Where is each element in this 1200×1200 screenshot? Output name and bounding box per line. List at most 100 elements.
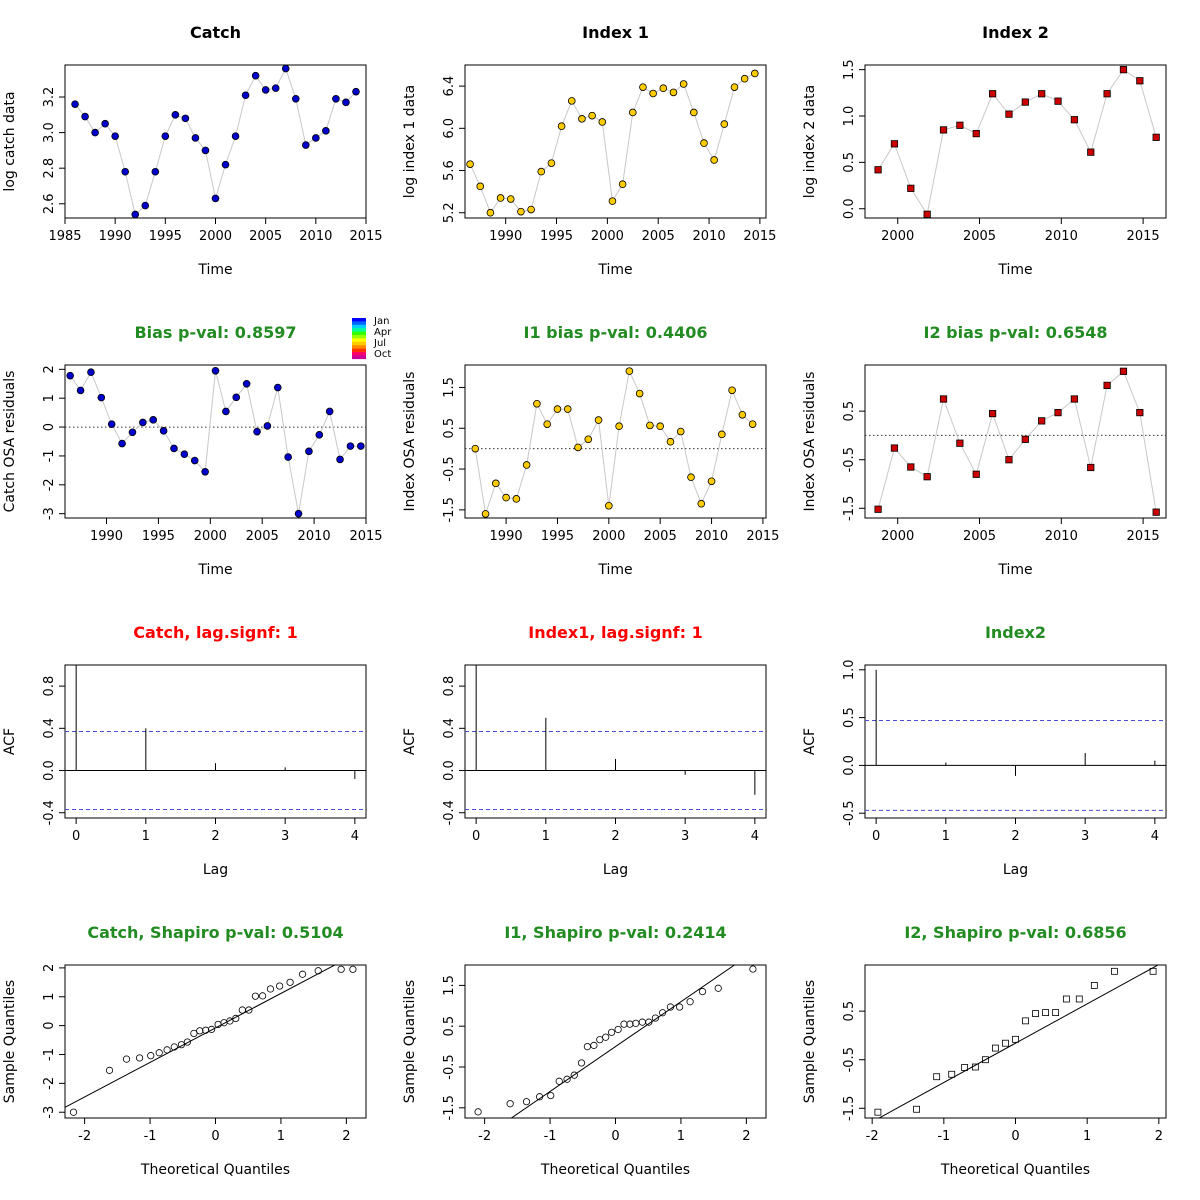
data-point bbox=[1119, 367, 1128, 375]
data-point bbox=[1119, 66, 1128, 74]
y-axis-label: Sample Quantiles bbox=[402, 980, 418, 1103]
data-point bbox=[118, 439, 126, 448]
y-tick-label: -1 bbox=[42, 1048, 57, 1061]
data-point bbox=[201, 468, 209, 476]
data-point bbox=[1136, 77, 1144, 85]
data-point bbox=[676, 427, 685, 436]
data-point bbox=[522, 461, 531, 469]
data-point bbox=[357, 442, 365, 450]
data-point bbox=[281, 65, 290, 73]
y-tick-label: 2 bbox=[42, 964, 57, 972]
data-point bbox=[261, 86, 270, 94]
y-axis-label: log index 2 data bbox=[802, 85, 818, 198]
data-point bbox=[517, 207, 525, 216]
data-point bbox=[332, 95, 340, 103]
plot-area bbox=[65, 665, 366, 811]
data-point bbox=[748, 420, 757, 428]
data-point bbox=[527, 205, 535, 214]
y-tick-label: 5.6 bbox=[442, 160, 457, 181]
qq-point bbox=[620, 1020, 628, 1028]
data-point bbox=[608, 197, 617, 205]
data-point bbox=[1152, 133, 1160, 141]
data-point bbox=[291, 95, 300, 103]
x-tick-label: 2000 bbox=[591, 229, 624, 244]
panel-8: Index1, lag.signf: 1 0 1 2 3 4 -0.4 0.0 0.4 0.8 La… bbox=[402, 623, 767, 878]
data-point bbox=[191, 134, 200, 142]
data-point bbox=[679, 80, 688, 88]
qq-point bbox=[714, 984, 722, 992]
y-tick-label: -1 bbox=[42, 449, 57, 462]
x-tick-label: 2005 bbox=[644, 529, 677, 544]
y-tick-label: 6.4 bbox=[442, 76, 457, 97]
x-tick-label: 2015 bbox=[1127, 229, 1160, 244]
data-point bbox=[139, 418, 147, 427]
x-tick-label: 2010 bbox=[298, 529, 331, 544]
y-axis-label: ACF bbox=[402, 728, 418, 755]
qq-point bbox=[563, 1075, 571, 1083]
x-tick-label: 1985 bbox=[48, 229, 81, 244]
plot-frame bbox=[864, 364, 1167, 519]
data-point bbox=[201, 146, 210, 155]
data-point bbox=[939, 395, 948, 403]
data-point bbox=[232, 393, 241, 402]
legend-label: Jul bbox=[373, 338, 386, 349]
data-point bbox=[481, 510, 490, 518]
data-point bbox=[588, 111, 596, 120]
data-point bbox=[972, 470, 980, 478]
qq-point bbox=[749, 965, 757, 973]
x-tick-label: 2 bbox=[211, 829, 219, 844]
y-tick-label: 0.5 bbox=[842, 1001, 857, 1022]
data-point bbox=[547, 159, 556, 167]
data-point bbox=[71, 100, 79, 108]
data-point bbox=[211, 194, 220, 203]
data-point bbox=[1103, 381, 1111, 390]
data-point bbox=[81, 112, 89, 121]
qq-point bbox=[105, 1066, 114, 1074]
y-tick-label: -0.5 bbox=[842, 1047, 857, 1072]
x-tick-label: 2010 bbox=[1045, 229, 1078, 244]
data-point bbox=[271, 84, 280, 92]
data-point bbox=[988, 409, 997, 418]
data-point bbox=[988, 90, 997, 98]
qq-point bbox=[276, 982, 284, 990]
data-point bbox=[574, 443, 582, 452]
data-point bbox=[512, 495, 521, 503]
y-tick-label: 0.8 bbox=[442, 676, 457, 697]
panel-title: Index2 bbox=[985, 623, 1046, 642]
legend-color-cell bbox=[352, 341, 366, 346]
x-tick-label: 1 bbox=[942, 829, 950, 844]
data-point bbox=[690, 108, 698, 117]
qq-point bbox=[590, 1041, 598, 1049]
qq-point bbox=[1111, 967, 1118, 975]
y-axis-label: Catch OSA residuals bbox=[2, 371, 18, 513]
data-point bbox=[301, 141, 310, 149]
x-tick-label: 1 bbox=[1083, 1129, 1091, 1144]
qq-point bbox=[1090, 982, 1098, 989]
data-point bbox=[1103, 90, 1111, 98]
y-tick-label: -1.5 bbox=[442, 1095, 457, 1120]
data-point bbox=[687, 473, 695, 482]
qq-point bbox=[286, 978, 294, 986]
panel-title: Index 2 bbox=[982, 23, 1049, 42]
panel-5: I1 bias p-val: 0.4406 1990 1995 2000 2005 201… bbox=[402, 323, 779, 578]
data-point bbox=[315, 431, 324, 439]
data-point bbox=[253, 427, 261, 436]
y-axis-label: ACF bbox=[802, 728, 818, 755]
x-tick-label: 2010 bbox=[695, 529, 728, 544]
x-tick-label: -2 bbox=[78, 1129, 91, 1144]
qq-point bbox=[645, 1018, 653, 1026]
data-point bbox=[492, 479, 500, 488]
x-tick-label: 2 bbox=[611, 829, 619, 844]
series-line bbox=[474, 369, 753, 515]
data-point bbox=[720, 120, 729, 128]
qq-point bbox=[1062, 995, 1070, 1003]
qq-point bbox=[614, 1025, 622, 1034]
x-tick-label: 2005 bbox=[249, 229, 282, 244]
data-point bbox=[97, 393, 106, 402]
data-point bbox=[294, 509, 303, 518]
panel-title: Bias p-val: 0.8597 bbox=[134, 323, 296, 342]
data-point bbox=[537, 167, 546, 176]
qq-point bbox=[135, 1054, 144, 1062]
data-point bbox=[1005, 110, 1013, 118]
